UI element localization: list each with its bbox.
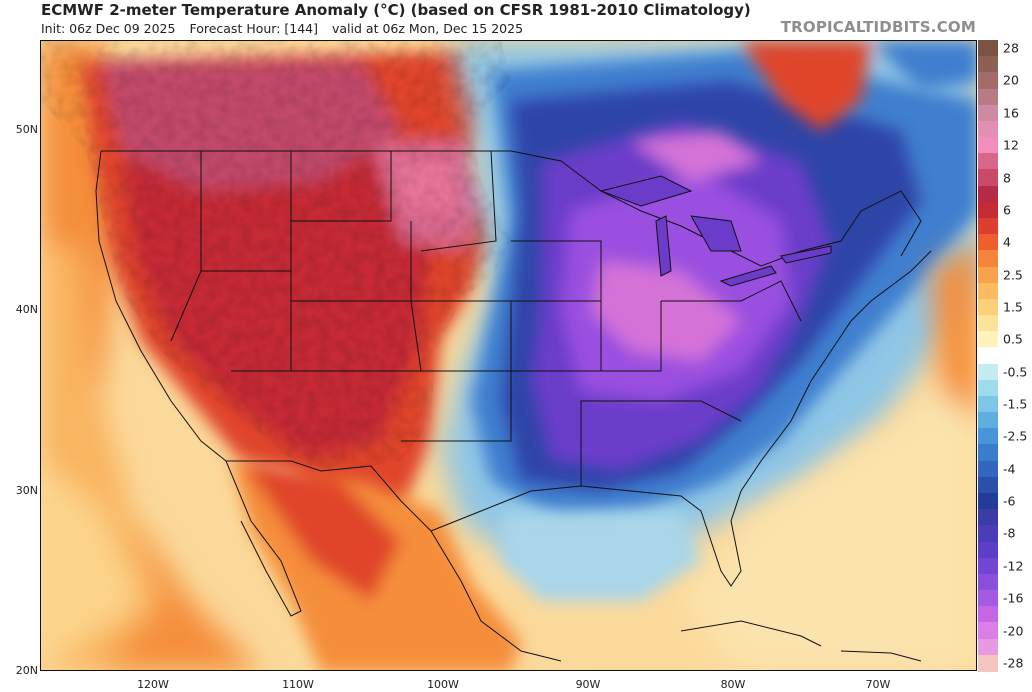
colorbar-cell [978, 363, 998, 381]
great-lakes [599, 175, 832, 287]
colorbar-cell [978, 266, 998, 284]
colorbar-cell [978, 476, 998, 494]
colorbar-cell [978, 298, 998, 316]
colorbar-cell [978, 638, 998, 656]
lake-michigan [655, 215, 672, 277]
lake-erie [719, 265, 777, 287]
colorbar-cell [978, 347, 998, 365]
colorbar-cell [978, 395, 998, 413]
colorbar-cell [978, 169, 998, 187]
lat-label-50n: 50N [15, 123, 38, 136]
temperature-anomaly-map [41, 41, 976, 670]
lat-label-40n: 40N [15, 303, 38, 317]
colorbar-cell [978, 315, 998, 332]
lon-label-110w: 110W [282, 678, 314, 691]
us-east-coastline [740, 250, 932, 492]
lake-huron [690, 215, 742, 252]
colorbar-cell [978, 654, 998, 672]
colorbar-cell [978, 201, 998, 219]
lake-superior [599, 175, 693, 207]
colorbar-cell [978, 509, 998, 526]
colorbar-cell [978, 622, 998, 640]
us-west-coastline [95, 150, 227, 462]
colorbar-cell [978, 428, 998, 446]
colorbar-cell [978, 72, 998, 90]
boundaries [95, 150, 932, 662]
colorbar-cell [978, 153, 998, 171]
cuba [680, 620, 822, 647]
site-brand[interactable]: TROPICALTIDBITS.COM [780, 18, 976, 36]
lat-label-30n: 30N [15, 483, 38, 497]
map-subtitle: Init: 06z Dec 09 2025 Forecast Hour: [14… [41, 21, 533, 36]
colorbar-cell [978, 234, 998, 251]
forecast-hour: Forecast Hour: [144] [189, 21, 319, 36]
colorbar-label: 0.5 [1003, 331, 1023, 347]
colorbar-cell [978, 282, 998, 300]
gulf-anomaly [501, 511, 701, 601]
lon-label-120w: 120W [137, 678, 169, 691]
colorbar-cell [978, 40, 998, 57]
colorbar-cell [978, 590, 998, 607]
map-title: ECMWF 2-meter Temperature Anomaly (°C) (… [41, 1, 751, 19]
colorbar-label: 20 [1003, 72, 1019, 88]
colorbar-label: 28 [1003, 40, 1019, 56]
colorbar [978, 40, 998, 672]
colorbar-label: -20 [1003, 623, 1024, 639]
colorbar-cell [978, 541, 998, 559]
colorbar-label: -28 [1003, 655, 1024, 671]
colorbar-label: -0.5 [1003, 364, 1028, 380]
colorbar-cell [978, 331, 998, 348]
colorbar-cell [978, 88, 998, 106]
colorbar-label: -16 [1003, 590, 1024, 606]
init-time: Init: 06z Dec 09 2025 [41, 21, 176, 36]
colorbar-cell [978, 525, 998, 543]
northeast-warm-patch [741, 41, 976, 131]
colorbar-cell [978, 250, 998, 268]
lake-ontario [780, 245, 832, 264]
colorbar-label: 16 [1003, 105, 1019, 121]
map-area[interactable] [40, 40, 977, 671]
colorbar-cell [978, 379, 998, 397]
gulf-coastline [430, 485, 742, 587]
colorbar-cell [978, 120, 998, 138]
colorbar-cell [978, 444, 998, 462]
colorbar-cell [978, 137, 998, 154]
colorbar-cell [978, 606, 998, 624]
colorbar-cell [978, 573, 998, 591]
lon-label-80w: 80W [720, 678, 746, 691]
mexico-warm-anomaly [231, 461, 521, 670]
us-mexico-border [226, 460, 432, 532]
colorbar-label: -2.5 [1003, 428, 1028, 444]
valid-time: valid at 06z Mon, Dec 15 2025 [332, 21, 524, 36]
colorbar-cell [978, 185, 998, 203]
lon-label-70w: 70W [865, 678, 891, 691]
colorbar-label: -6 [1003, 493, 1016, 509]
colorbar-label: -1.5 [1003, 396, 1028, 412]
colorbar-cell [978, 56, 998, 73]
colorbar-cell [978, 412, 998, 429]
colorbar-label: -8 [1003, 525, 1016, 541]
lon-label-90w: 90W [575, 678, 601, 691]
colorbar-cell [978, 557, 998, 575]
colorbar-label: -12 [1003, 558, 1024, 574]
colorbar-cell [978, 217, 998, 235]
colorbar-cell [978, 493, 998, 510]
lon-label-100w: 100W [427, 678, 459, 691]
colorbar-cell [978, 460, 998, 478]
atlantic-neutral [681, 242, 976, 670]
colorbar-label: 8 [1003, 170, 1011, 186]
pacific-anomaly [41, 41, 260, 670]
lat-label-20n: 20N [15, 664, 38, 677]
colorbar-label: 12 [1003, 137, 1019, 153]
colorbar-label: 4 [1003, 234, 1011, 250]
caribbean-islands [680, 620, 922, 662]
colorbar-cell [978, 104, 998, 122]
colorbar-label: 1.5 [1003, 299, 1023, 315]
colorbar-label: -4 [1003, 461, 1016, 477]
colorbar-label: 2.5 [1003, 267, 1023, 283]
colorbar-label: 6 [1003, 202, 1011, 218]
